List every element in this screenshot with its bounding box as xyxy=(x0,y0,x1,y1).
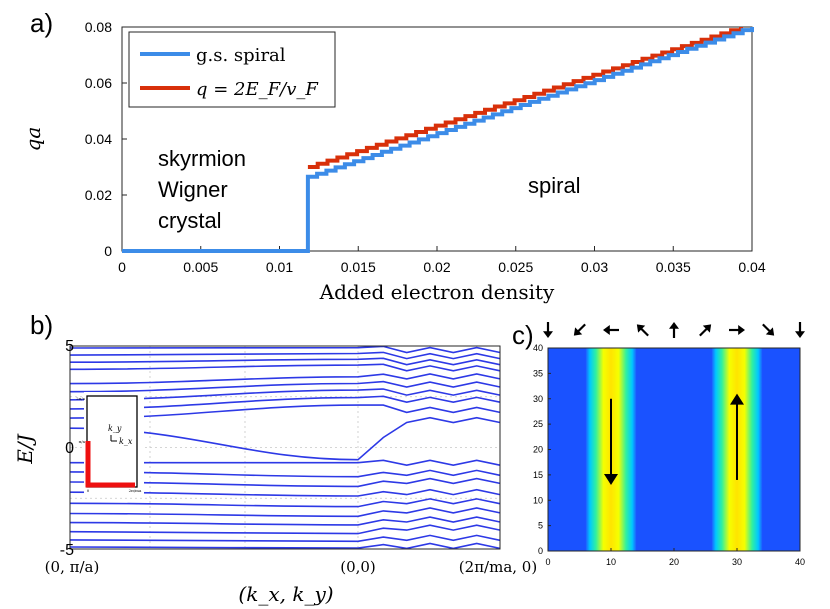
inset-xtick: 2π/ma xyxy=(129,488,142,493)
panel-c-ytick-label: 30 xyxy=(533,394,543,404)
energy-band-lower xyxy=(69,534,501,543)
spin-arrow-head xyxy=(738,325,745,335)
inset-xorigin: 0 xyxy=(87,488,90,493)
panel-b-ytick-mid: 0 xyxy=(65,440,74,457)
panel-a-xlabel: Added electron density xyxy=(319,280,555,304)
series-fermi-line xyxy=(307,27,743,169)
panel-a-legend: g.s. spiral q = 2E_F/v_F xyxy=(128,31,336,108)
panel-b-ytick-bot: -5 xyxy=(60,542,74,559)
panel-label-c: c) xyxy=(512,320,534,350)
panel-b-inset: k_y k_x 2π/a π/a 0 2π/ma xyxy=(76,392,144,494)
energy-band-upper xyxy=(69,351,501,360)
panel-c-ytick-label: 20 xyxy=(533,445,543,455)
panel-a-xtick-label: 0.04 xyxy=(738,259,765,275)
inset-background xyxy=(84,392,144,494)
panel-c-ytick-label: 0 xyxy=(538,546,543,556)
panel-c-chart: 0 10 20 30 40 0 5 10 15 20 25 30 35 40 xyxy=(533,322,805,567)
spin-arrow-head xyxy=(765,327,775,336)
panel-c-ytick-label: 15 xyxy=(533,470,543,480)
annotation-skyrmion: skyrmion xyxy=(158,146,246,171)
panel-a-xtick-label: 0.01 xyxy=(266,259,293,275)
series-gs-spiral-line xyxy=(122,27,754,253)
energy-band-upper xyxy=(69,380,501,393)
inset-kpath xyxy=(85,441,135,488)
annotation-wigner: Wigner xyxy=(158,177,228,202)
panel-a-yticks: 0 0.02 0.04 0.06 0.08 xyxy=(85,19,127,259)
energy-band-lower xyxy=(69,507,501,518)
energy-band-upper xyxy=(69,357,501,366)
panel-b-ylabel: E/J xyxy=(13,433,37,464)
panel-a-xticks: 0 0.005 0.01 0.015 0.02 0.025 0.03 0.035 0.04 xyxy=(118,246,766,275)
panel-b-axes-box xyxy=(69,345,501,550)
panel-a-ytick-label: 0.06 xyxy=(85,75,112,91)
spin-arrow-head xyxy=(795,331,805,338)
inset-kx-label: k_x xyxy=(119,437,133,446)
energy-band-upper xyxy=(69,345,501,354)
panel-a-ytick-label: 0.04 xyxy=(85,131,112,147)
energy-band-lower xyxy=(69,516,501,526)
annotation-crystal: crystal xyxy=(158,208,222,233)
panel-b-xtick-left: (0, π/a) xyxy=(45,558,100,576)
inset-ytick-mid: π/a xyxy=(79,439,86,444)
panel-a-xtick-label: 0 xyxy=(118,259,126,275)
panel-c-xticks: 0 10 20 30 40 xyxy=(545,548,805,567)
panel-c-ytick-label: 35 xyxy=(533,368,543,378)
spin-arrow-head xyxy=(636,324,646,333)
panel-c-yticks: 0 5 10 15 20 25 30 35 40 xyxy=(533,343,551,556)
stripe-arrow-head xyxy=(604,474,618,486)
panel-a-chart: 0 0.005 0.01 0.015 0.02 0.025 0.03 0.035 0.04 00… xyxy=(21,19,766,304)
spin-arrow-head xyxy=(603,325,610,335)
spin-arrow-head xyxy=(669,322,679,329)
panel-c-xtick-label: 30 xyxy=(732,557,742,567)
panel-b-chart: 5 0 -5 (0, π/a) (0,0) (2π/ma, 0) E/J (k_… xyxy=(13,338,537,606)
panel-c-ytick-label: 5 xyxy=(538,521,543,531)
panel-a-xtick-label: 0.005 xyxy=(183,259,218,275)
inset-ky-label: k_y xyxy=(108,424,122,433)
panel-c-stripe-arrows xyxy=(604,393,744,486)
panel-a-ylabel: qa xyxy=(21,127,45,152)
panel-a-xtick-label: 0.035 xyxy=(656,259,691,275)
panel-c-spin-arrows xyxy=(543,322,805,338)
panel-a-xtick-label: 0.02 xyxy=(423,259,450,275)
panel-a-xtick-label: 0.03 xyxy=(581,259,608,275)
energy-band-lower xyxy=(69,524,501,535)
panel-b-xtick-mid: (0,0) xyxy=(340,558,376,576)
panel-c-ytick-label: 40 xyxy=(533,343,543,353)
legend-label-fermi: q = 2E_F/v_F xyxy=(196,79,319,100)
spin-arrow-head xyxy=(573,327,583,336)
panel-c-ytick-label: 10 xyxy=(533,495,543,505)
panel-b-ytick-top: 5 xyxy=(65,338,74,355)
panel-a-ytick-label: 0.02 xyxy=(85,187,112,203)
panel-c-xtick-label: 40 xyxy=(795,557,805,567)
panel-b-xtick-right: (2π/ma, 0) xyxy=(459,558,537,576)
stripe-arrow-head xyxy=(730,393,744,405)
legend-box xyxy=(128,31,336,108)
legend-label-gs-spiral: g.s. spiral xyxy=(196,45,286,66)
panel-a-ytick-label: 0.08 xyxy=(85,19,112,35)
panel-b-xlabel: (k_x, k_y) xyxy=(238,582,333,606)
panel-a-xtick-label: 0.025 xyxy=(498,259,533,275)
panel-a-xtick-label: 0.015 xyxy=(341,259,376,275)
panel-c-xtick-label: 20 xyxy=(669,557,679,567)
panel-a-ytick-label: 0 xyxy=(104,243,112,259)
panel-c-xtick-label: 0 xyxy=(545,557,550,567)
panel-label-a: a) xyxy=(30,8,53,38)
inset-ytick-top: 2π/a xyxy=(76,396,86,401)
inset-axes-mini xyxy=(110,435,117,442)
energy-band-lower xyxy=(69,542,501,550)
spin-arrow-head xyxy=(543,331,553,338)
spin-arrow-head xyxy=(702,324,712,333)
panel-label-b: b) xyxy=(30,310,53,340)
energy-band-upper xyxy=(69,363,501,372)
panel-c-xtick-label: 10 xyxy=(606,557,616,567)
annotation-spiral: spiral xyxy=(528,173,581,198)
panel-c-ytick-label: 25 xyxy=(533,419,543,429)
energy-band-upper xyxy=(69,373,501,385)
energy-band-lower xyxy=(69,498,501,508)
